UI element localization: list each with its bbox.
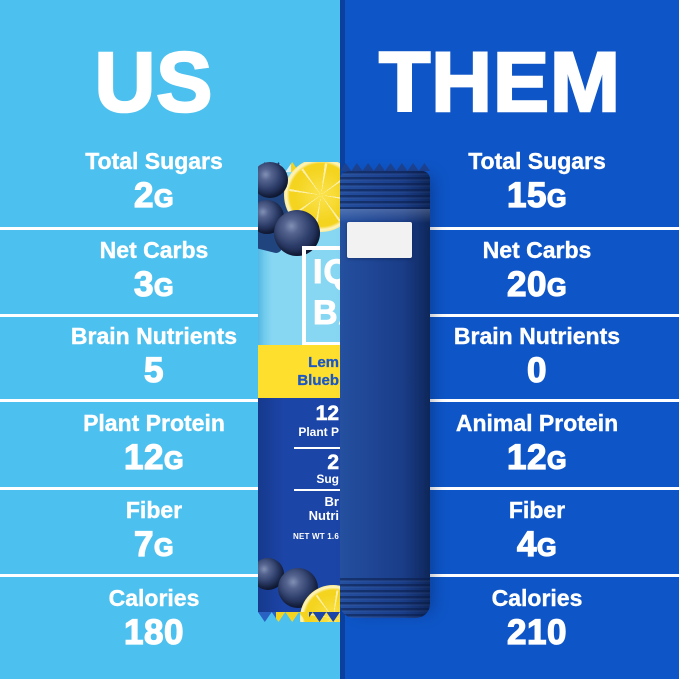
value-number: 2	[133, 175, 154, 215]
right-row-fiber: Fiber 4G	[397, 490, 677, 574]
iqbar-logo-box: IQ BA	[302, 246, 340, 346]
wrapper-fold-highlight	[340, 209, 430, 223]
row-value: 20G	[506, 264, 567, 308]
row-value: 2G	[133, 175, 174, 219]
row-value: 4G	[516, 524, 557, 568]
value-number: 4	[516, 524, 537, 564]
row-value: 7G	[133, 524, 174, 568]
stat-divider	[294, 489, 340, 491]
iqbar-logo-text: IQ BA	[312, 252, 340, 334]
row-value: 180	[123, 612, 184, 656]
value-number: 3	[133, 264, 154, 304]
row-label: Animal Protein	[455, 409, 619, 436]
right-row-animal-protein: Animal Protein 12G	[397, 402, 677, 487]
left-panel-title: US	[93, 35, 214, 129]
stat-sugar-value: 2	[327, 451, 339, 475]
value-unit: G	[153, 184, 174, 213]
value-number: 7	[133, 524, 154, 564]
row-label: Fiber	[125, 497, 183, 523]
value-number: 20	[506, 264, 547, 304]
value-number: 12	[506, 437, 547, 477]
stat-sugar-label: Sug	[316, 472, 339, 486]
value-number: 15	[506, 175, 547, 215]
row-value: 5	[143, 350, 164, 394]
stat-brain-nutrients-line2: Nutri	[308, 508, 339, 523]
value-unit: G	[546, 273, 567, 302]
left-row-total-sugars: Total Sugars 2G	[2, 138, 306, 227]
row-label: Total Sugars	[85, 147, 223, 174]
row-value: 15G	[506, 175, 567, 219]
blank-label-rectangle	[347, 222, 412, 258]
left-row-plant-protein: Plant Protein 12G	[2, 402, 306, 487]
product-bar-plain-half	[340, 163, 430, 618]
net-weight-text: NET WT 1.6	[292, 532, 339, 541]
value-number: 0	[526, 350, 547, 390]
value-unit: G	[153, 273, 174, 302]
row-label: Net Carbs	[482, 237, 592, 263]
wrapper-pleats-bottom	[340, 578, 430, 618]
logo-line-1: IQ	[312, 253, 340, 292]
stat-plant-protein-value: 12	[315, 402, 339, 426]
right-panel-title: THEM	[378, 35, 622, 129]
right-row-brain-nutrients: Brain Nutrients 0	[397, 317, 677, 399]
plain-wrapper-body	[340, 171, 430, 618]
right-row-calories: Calories 210	[397, 577, 677, 662]
value-number: 210	[506, 612, 567, 652]
row-label: Calories	[491, 584, 583, 611]
row-label: Fiber	[508, 497, 566, 523]
stat-brain-nutrients-line1: Br	[324, 494, 339, 509]
wrapper-crimp-top	[340, 163, 430, 171]
value-unit: G	[546, 446, 567, 475]
product-bar-iqbar-half: IQ BA Lem Blueb 12 Plant P 2 Sug Br Nutr…	[258, 162, 340, 622]
value-unit: G	[163, 446, 184, 475]
left-row-calories: Calories 180	[2, 577, 306, 662]
left-row-fiber: Fiber 7G	[2, 490, 306, 574]
row-label: Brain Nutrients	[70, 323, 238, 349]
right-row-net-carbs: Net Carbs 20G	[397, 230, 677, 314]
value-number: 5	[143, 350, 164, 390]
wrapper-pleats-top	[340, 171, 430, 209]
blueberry	[258, 162, 288, 198]
right-row-total-sugars: Total Sugars 15G	[397, 138, 677, 227]
stat-plant-protein-label: Plant P	[298, 425, 339, 439]
row-value: 12G	[123, 437, 184, 481]
row-value: 0	[526, 350, 547, 394]
flavor-line-2: Blueb	[297, 371, 339, 389]
logo-line-2: BA	[312, 294, 340, 333]
value-number: 12	[123, 437, 164, 477]
value-unit: G	[546, 184, 567, 213]
value-number: 180	[123, 612, 184, 652]
flavor-band: Lem Blueb	[258, 345, 340, 398]
value-unit: G	[153, 533, 174, 562]
row-label: Total Sugars	[468, 147, 606, 174]
left-row-net-carbs: Net Carbs 3G	[2, 230, 306, 314]
row-label: Calories	[108, 584, 200, 611]
stat-divider	[294, 447, 340, 449]
row-value: 12G	[506, 437, 567, 481]
row-label: Plant Protein	[83, 409, 225, 436]
row-label: Brain Nutrients	[453, 323, 621, 349]
value-unit: G	[536, 533, 557, 562]
row-label: Net Carbs	[99, 237, 209, 263]
left-row-brain-nutrients: Brain Nutrients 5	[2, 317, 306, 399]
row-value: 210	[506, 612, 567, 656]
row-value: 3G	[133, 264, 174, 308]
flavor-line-1: Lem	[308, 353, 339, 371]
